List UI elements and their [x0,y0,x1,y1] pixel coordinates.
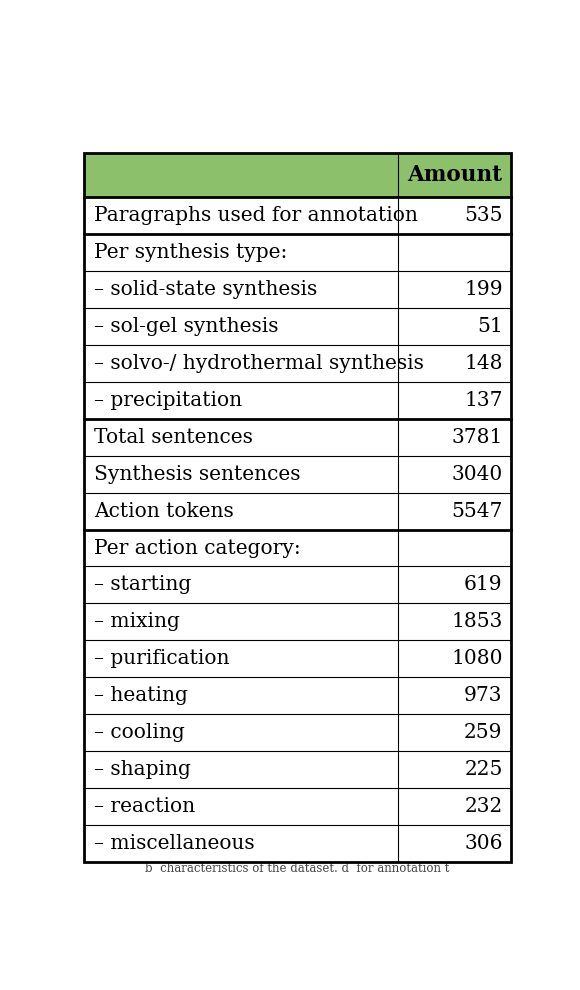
Bar [84,153,511,197]
Text: 225: 225 [465,760,503,779]
Text: Per action category:: Per action category: [93,539,300,557]
Text: Amount: Amount [407,164,502,186]
Text: 535: 535 [464,206,503,225]
Text: – cooling: – cooling [93,724,184,742]
Text: – purification: – purification [93,649,229,668]
Text: 259: 259 [464,724,503,742]
Text: 973: 973 [464,686,503,705]
Text: Total sentences: Total sentences [93,428,252,446]
Text: – solvo-/ hydrothermal synthesis: – solvo-/ hydrothermal synthesis [93,353,423,373]
Text: 137: 137 [464,391,503,410]
Text: Paragraphs used for annotation: Paragraphs used for annotation [93,206,418,225]
Text: – shaping: – shaping [93,760,190,779]
Text: Action tokens: Action tokens [93,502,233,521]
Text: – sol-gel synthesis: – sol-gel synthesis [93,317,278,336]
Text: Synthesis sentences: Synthesis sentences [93,464,300,484]
Text: 619: 619 [464,575,503,594]
Text: – precipitation: – precipitation [93,391,242,410]
Text: – starting: – starting [93,575,191,594]
Text: – solid-state synthesis: – solid-state synthesis [93,280,317,299]
Text: 51: 51 [477,317,503,336]
Text: Per synthesis type:: Per synthesis type: [93,243,287,262]
Text: – reaction: – reaction [93,797,195,816]
Text: 306: 306 [464,834,503,853]
Text: b  characteristics of the dataset. d  for annotation t: b characteristics of the dataset. d for … [145,862,450,875]
Text: 1853: 1853 [451,613,503,632]
Text: – heating: – heating [93,686,187,705]
Text: 148: 148 [464,353,503,373]
Text: 1080: 1080 [451,649,503,668]
Text: 199: 199 [464,280,503,299]
Text: 232: 232 [465,797,503,816]
Text: – mixing: – mixing [93,613,179,632]
Text: 3040: 3040 [451,464,503,484]
Text: 3781: 3781 [451,428,503,446]
Text: – miscellaneous: – miscellaneous [93,834,254,853]
Text: 5547: 5547 [451,502,503,521]
